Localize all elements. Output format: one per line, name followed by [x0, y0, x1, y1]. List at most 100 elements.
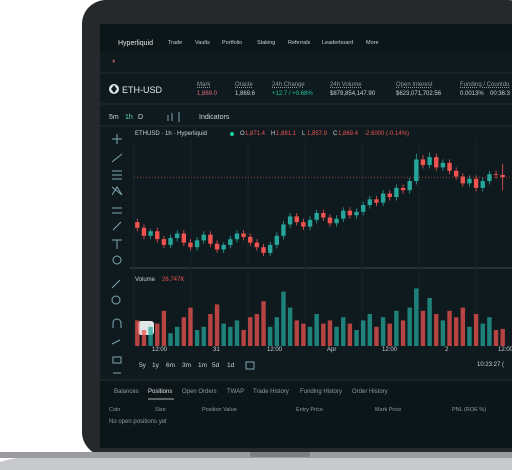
stat-value: $879,854,147.90 [330, 91, 376, 97]
volume-bar [208, 314, 213, 346]
volume-bar [427, 298, 432, 346]
logo: Hyperliquid [118, 40, 154, 47]
legend-title: ETHUSD · 1h · Hyperliquid [135, 131, 208, 137]
nav-item[interactable]: Staking [257, 40, 276, 46]
star-icon: * [112, 58, 116, 68]
interval[interactable]: 5m [109, 114, 119, 121]
symbol[interactable]: ETH-USD [122, 85, 162, 95]
ohlc-value: 1,857.9 [307, 131, 328, 137]
candle-body [194, 240, 200, 248]
x-tick-label: 12:00 [152, 347, 168, 353]
range-button[interactable]: 1m [198, 362, 208, 369]
volume-bar [334, 326, 339, 346]
volume-bar [321, 323, 326, 346]
candle-body [281, 224, 286, 236]
stat-value: 1,869.0 [197, 91, 218, 97]
nav-item[interactable]: Leaderboard [322, 40, 354, 46]
candle-body [321, 212, 326, 218]
candle-body [155, 231, 160, 240]
nav-bar [100, 24, 512, 52]
range-button[interactable]: 1y [152, 362, 159, 369]
stat-value: 0.0013% [460, 91, 484, 97]
range-button[interactable]: 1d [227, 362, 235, 369]
tab[interactable]: Trade History [253, 389, 289, 395]
column-header: Position Value [202, 407, 237, 413]
candle-body [453, 170, 459, 177]
ohlc-change: -2.6000 (-0.14%) [364, 131, 410, 137]
candle-body [487, 174, 492, 182]
candle-body [354, 211, 359, 216]
candle-body [301, 222, 306, 227]
volume-bar [327, 320, 333, 346]
volume-bar [274, 317, 280, 346]
candle-body [234, 233, 240, 240]
volume-bar [168, 333, 173, 346]
tab[interactable]: Order History [352, 389, 388, 395]
nav-item[interactable]: Vaults [195, 40, 210, 46]
stat-extra: 00:36:3 [490, 91, 511, 97]
tab[interactable]: Open Orders [182, 389, 217, 395]
range-button[interactable]: 3m [182, 362, 192, 369]
candle-body [208, 234, 213, 244]
candle-body [181, 233, 187, 243]
nav-item[interactable]: Referrals [288, 40, 311, 46]
tool-icons [111, 112, 255, 374]
candle-body [394, 187, 399, 198]
tab[interactable]: Balances [114, 389, 139, 395]
x-tick-label: 2 [445, 347, 449, 353]
volume-bar [135, 320, 140, 346]
volume-bar [420, 310, 426, 346]
stat-label: Funding / Countdo [460, 82, 510, 88]
candle-body [447, 162, 452, 171]
range-button[interactable]: 5d [212, 362, 220, 369]
tab[interactable]: Positions [148, 389, 173, 395]
tab[interactable]: TWAP [227, 389, 245, 395]
nav-item[interactable]: Trade [168, 40, 183, 46]
volume-bar [447, 310, 452, 346]
candle-body [334, 218, 339, 224]
volume-bar [493, 330, 499, 346]
candle-body [327, 217, 333, 224]
volume-bar [387, 323, 392, 346]
interval[interactable]: D [138, 114, 144, 121]
candle-body [360, 205, 366, 212]
candle-body [267, 244, 273, 253]
volume-bar [374, 326, 379, 346]
volume-bar [467, 326, 472, 346]
volume-bar [141, 330, 147, 346]
candle-body [248, 236, 253, 243]
volume-bar [487, 317, 492, 346]
nav-item[interactable]: More [366, 40, 379, 46]
volume-bar [360, 320, 366, 346]
volume-bar [400, 320, 406, 346]
volume-bar [174, 326, 180, 346]
candle-body [480, 181, 485, 188]
volume-bar [394, 310, 399, 346]
range-button[interactable]: 6m [166, 362, 176, 369]
volume-bar [301, 323, 306, 346]
candle-body [407, 181, 412, 191]
candle-body [148, 231, 153, 236]
stat-label: Mark [197, 82, 211, 88]
volume-bar [267, 326, 273, 346]
stat-value: 1,869.6 [235, 91, 256, 97]
candle-body [347, 210, 353, 216]
interval[interactable]: 1h [125, 114, 133, 121]
candle-body [168, 238, 173, 245]
range-button[interactable]: 5y [139, 362, 146, 369]
tab[interactable]: Funding History [300, 389, 343, 395]
volume-bar [434, 314, 439, 346]
candle-body [440, 162, 446, 168]
indicators-button[interactable]: Indicators [199, 114, 230, 121]
volume-bar [287, 307, 293, 346]
volume-bar [261, 301, 266, 346]
stat-label: Oracle [235, 82, 253, 88]
column-header: Entry Price [296, 407, 323, 413]
candle-body [380, 193, 386, 203]
nav-item[interactable]: Portfolio [222, 40, 243, 46]
notch [250, 452, 310, 457]
stat-value: +12.7 / +0.68% [272, 91, 313, 97]
candle-body [141, 227, 147, 236]
volume-bar [440, 320, 446, 346]
